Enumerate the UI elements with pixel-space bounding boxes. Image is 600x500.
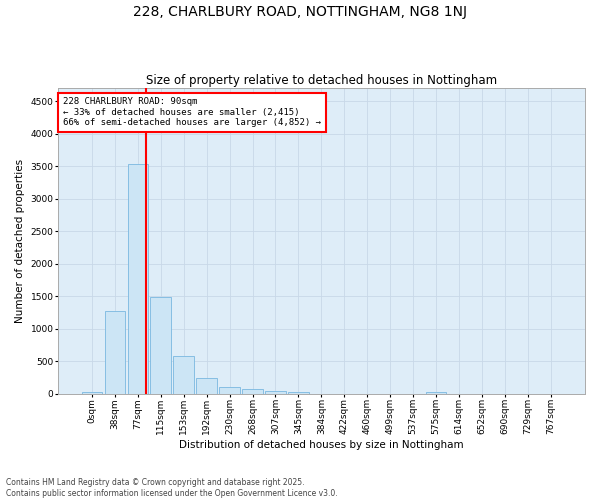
Bar (104, 310, 125, 394)
Title: Size of property relative to detached houses in Nottingham: Size of property relative to detached ho… (146, 74, 497, 87)
Bar (426, 392, 446, 394)
Bar (219, 386, 240, 394)
Bar (288, 392, 309, 394)
Text: Contains HM Land Registry data © Crown copyright and database right 2025.
Contai: Contains HM Land Registry data © Crown c… (6, 478, 338, 498)
Bar (151, 297, 171, 394)
Bar (196, 378, 217, 394)
Text: 228 CHARLBURY ROAD: 90sqm
← 33% of detached houses are smaller (2,415)
66% of se: 228 CHARLBURY ROAD: 90sqm ← 33% of detac… (63, 98, 321, 127)
Bar (173, 356, 194, 394)
Y-axis label: Number of detached properties: Number of detached properties (15, 159, 25, 323)
Bar (265, 390, 286, 394)
Text: 228, CHARLBURY ROAD, NOTTINGHAM, NG8 1NJ: 228, CHARLBURY ROAD, NOTTINGHAM, NG8 1NJ (133, 5, 467, 19)
Bar (82, 392, 103, 394)
Bar (242, 388, 263, 394)
Bar (128, 164, 148, 394)
X-axis label: Distribution of detached houses by size in Nottingham: Distribution of detached houses by size … (179, 440, 464, 450)
